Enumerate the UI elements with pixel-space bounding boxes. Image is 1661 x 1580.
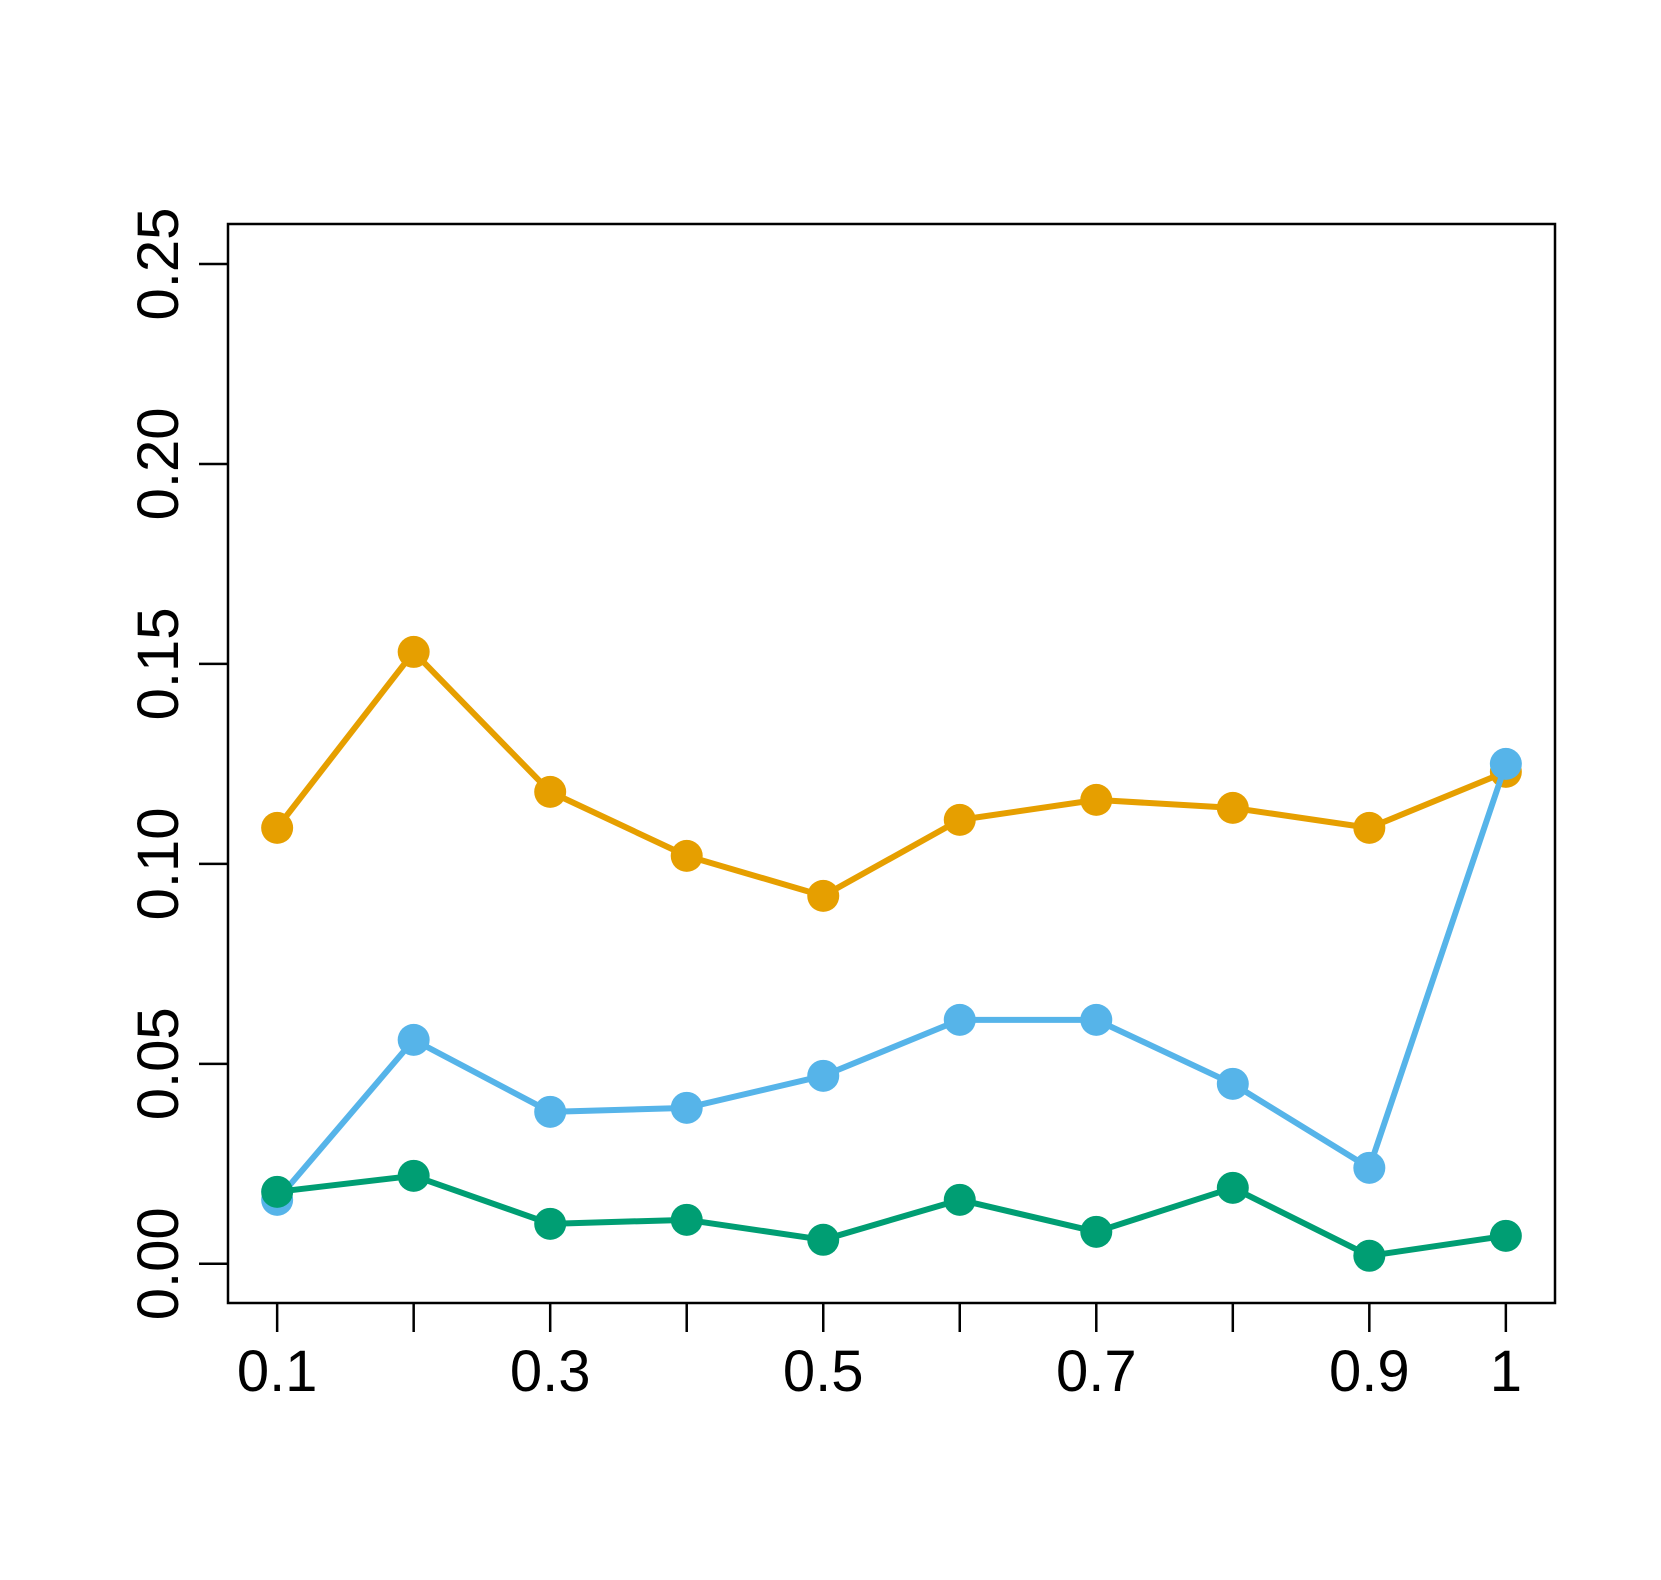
data-point xyxy=(397,1159,430,1192)
data-point xyxy=(1216,1171,1249,1204)
series-line xyxy=(274,648,1507,899)
x-tick-label: 0.3 xyxy=(510,1339,591,1404)
data-point xyxy=(807,879,840,912)
data-point xyxy=(807,1223,840,1256)
data-point xyxy=(807,1059,840,1092)
data-point xyxy=(670,839,703,872)
series-1 xyxy=(261,635,1522,912)
data-point xyxy=(1353,1239,1386,1272)
data-point xyxy=(1353,1151,1386,1184)
y-axis: 0.00 0.05 0.10 0.15 0.20 0.25 xyxy=(126,208,228,1320)
x-tick-label: 0.9 xyxy=(1329,1339,1410,1404)
y-tick-label: 0.25 xyxy=(126,208,191,321)
plot-frame xyxy=(226,222,1557,1305)
y-tick-label: 0.15 xyxy=(126,607,191,720)
data-point xyxy=(943,803,976,836)
data-point xyxy=(670,1203,703,1236)
y-tick-label: 0.00 xyxy=(126,1207,191,1320)
series-line xyxy=(274,762,1509,1202)
data-point xyxy=(1080,1215,1113,1248)
y-tick-label: 0.05 xyxy=(126,1007,191,1120)
x-tick-label: 0.7 xyxy=(1056,1339,1137,1404)
data-point xyxy=(943,1003,976,1036)
data-point xyxy=(670,1091,703,1124)
data-point xyxy=(1489,747,1522,780)
x-tick-label: 1 xyxy=(1490,1339,1522,1404)
data-point xyxy=(1080,1003,1113,1036)
series-3 xyxy=(261,1159,1522,1272)
data-point xyxy=(943,1183,976,1216)
data-point xyxy=(397,1023,430,1056)
x-tick-label: 0.1 xyxy=(237,1339,318,1404)
series-layer xyxy=(261,635,1522,1272)
data-point xyxy=(534,1207,567,1240)
data-point xyxy=(1216,791,1249,824)
y-tick-label: 0.10 xyxy=(126,807,191,920)
series-line xyxy=(276,1172,1507,1259)
x-tick-label: 0.5 xyxy=(783,1339,864,1404)
data-point xyxy=(261,1175,294,1208)
x-axis: 0.1 0.3 0.5 0.7 0.9 1 xyxy=(237,1303,1522,1404)
data-point xyxy=(534,775,567,808)
series-2 xyxy=(261,747,1522,1216)
y-tick-label: 0.20 xyxy=(126,408,191,521)
data-point xyxy=(397,635,430,668)
data-point xyxy=(1216,1067,1249,1100)
data-point xyxy=(534,1095,567,1128)
data-point xyxy=(1353,811,1386,844)
data-point xyxy=(1489,1219,1522,1252)
data-point xyxy=(261,811,294,844)
data-point xyxy=(1080,783,1113,816)
